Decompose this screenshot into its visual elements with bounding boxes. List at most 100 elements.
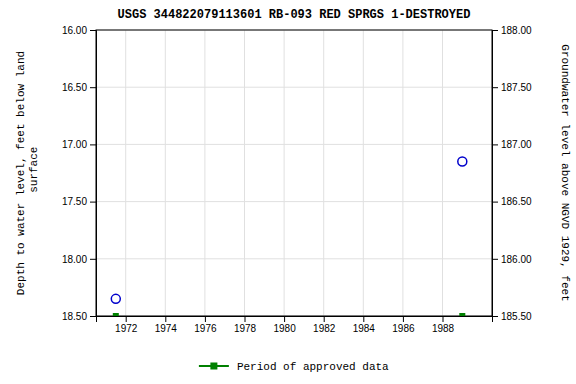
tick-mark [492, 202, 498, 203]
tick-mark [363, 316, 364, 322]
tick-label: 16.00 [62, 25, 87, 36]
tick: 17.50 [62, 196, 96, 207]
title: USGS 344822079113601 RB-093 RED SPRGS 1-… [118, 8, 471, 22]
tick-mark [492, 144, 498, 145]
tick-mark [492, 87, 498, 88]
legend-item: Period of approved data [199, 361, 389, 373]
tick-label: 185.50 [501, 311, 532, 322]
axis-line [90, 31, 97, 317]
grid-line [442, 30, 443, 316]
grid-line [402, 30, 403, 316]
chart-container: 1972 1974 1976 1978 1980 1982 1984 1986 1988 16.0… [0, 0, 576, 384]
tick-label: 18.00 [62, 254, 87, 265]
tick-mark [90, 144, 96, 145]
grid-line [96, 144, 492, 145]
point [113, 313, 119, 316]
grid-line [96, 201, 492, 202]
tick-label: 188.00 [501, 25, 532, 36]
tick: 185.50 [492, 311, 532, 322]
grid-line [363, 30, 364, 316]
tick-mark [90, 316, 96, 317]
grid-line [284, 30, 285, 316]
plot: 1972 1974 1976 1978 1980 1982 1984 1986 1988 16.0… [62, 25, 532, 334]
tick-label: 17.50 [62, 196, 87, 207]
tick-mark [165, 316, 166, 322]
tick-mark [443, 316, 444, 322]
tick-label: 1988 [432, 323, 455, 334]
tick-mark [90, 259, 96, 260]
tick: 18.50 [62, 311, 96, 322]
tick-label: 1976 [194, 323, 217, 334]
tick: 16.50 [62, 82, 96, 93]
tick-mark [90, 30, 96, 31]
tick: 187.50 [492, 82, 532, 93]
tick: 1988 [432, 316, 455, 334]
x-axis: 1972 1974 1976 1978 1980 1982 1984 1986 1988 [97, 316, 493, 334]
chart-svg: 1972 1974 1976 1978 1980 1982 1984 1986 1988 16.0… [0, 0, 576, 384]
plot-frame [96, 30, 492, 316]
series [113, 313, 466, 316]
tick-mark [492, 259, 498, 260]
tick: 1978 [234, 316, 257, 334]
tick-label: 17.00 [62, 139, 87, 150]
series [111, 157, 467, 303]
point [111, 294, 120, 303]
tick-label: 186.50 [501, 196, 532, 207]
tick: 1982 [313, 316, 336, 334]
tick: 1980 [273, 316, 296, 334]
axis-line [493, 31, 499, 317]
tick: 1974 [155, 316, 178, 334]
marks [111, 157, 467, 316]
tick-mark [90, 202, 96, 203]
tick: 1972 [115, 316, 138, 334]
y2-axis-label: Groundwater level above NGVD 1929, feet [559, 44, 571, 301]
tick-label: 1978 [234, 323, 257, 334]
grid-line [165, 30, 166, 316]
grid-line [323, 30, 324, 316]
tick-label: 187.00 [501, 139, 532, 150]
tick-label: 1980 [273, 323, 296, 334]
tick: 186.50 [492, 196, 532, 207]
tick-label: 1982 [313, 323, 336, 334]
tick: 17.00 [62, 139, 96, 150]
tick: 188.00 [492, 25, 532, 36]
tick-mark [492, 316, 498, 317]
grid-line [96, 258, 492, 259]
grid-line [125, 30, 126, 316]
grid [96, 30, 492, 316]
tick-mark [492, 30, 498, 31]
tick-mark [403, 316, 404, 322]
tick-label: 186.00 [501, 254, 532, 265]
tick-mark [324, 316, 325, 322]
point [458, 157, 467, 166]
tick-mark [126, 316, 127, 322]
grid-line [244, 30, 245, 316]
axis-line [97, 317, 493, 323]
legend: Period of approved data [199, 361, 389, 373]
grid-line [96, 87, 492, 88]
tick: 18.00 [62, 254, 96, 265]
legend-swatch [210, 363, 217, 370]
tick-mark [245, 316, 246, 322]
tick-label: 1986 [392, 323, 415, 334]
tick-label: 1984 [353, 323, 376, 334]
tick-label: 1974 [155, 323, 178, 334]
tick: 16.00 [62, 25, 96, 36]
tick: 187.00 [492, 139, 532, 150]
tick-mark [284, 316, 285, 322]
y2-axis: 185.50 186.00 186.50 187.00 187.50 188.00 [492, 25, 532, 322]
tick: 1976 [194, 316, 217, 334]
y-axis-label: Depth to water level, feet below land su… [15, 51, 40, 295]
tick: 1984 [353, 316, 376, 334]
tick: 186.00 [492, 254, 532, 265]
tick-label: 18.50 [62, 311, 87, 322]
grid-line [204, 30, 205, 316]
tick-label: 187.50 [501, 82, 532, 93]
tick-label: 1972 [115, 323, 138, 334]
tick-mark [205, 316, 206, 322]
legend-label: Period of approved data [237, 361, 389, 373]
tick: 1986 [392, 316, 415, 334]
tick-mark [90, 87, 96, 88]
point [459, 313, 465, 316]
y-axis: 16.00 16.50 17.00 17.50 18.00 18.50 [62, 25, 97, 322]
